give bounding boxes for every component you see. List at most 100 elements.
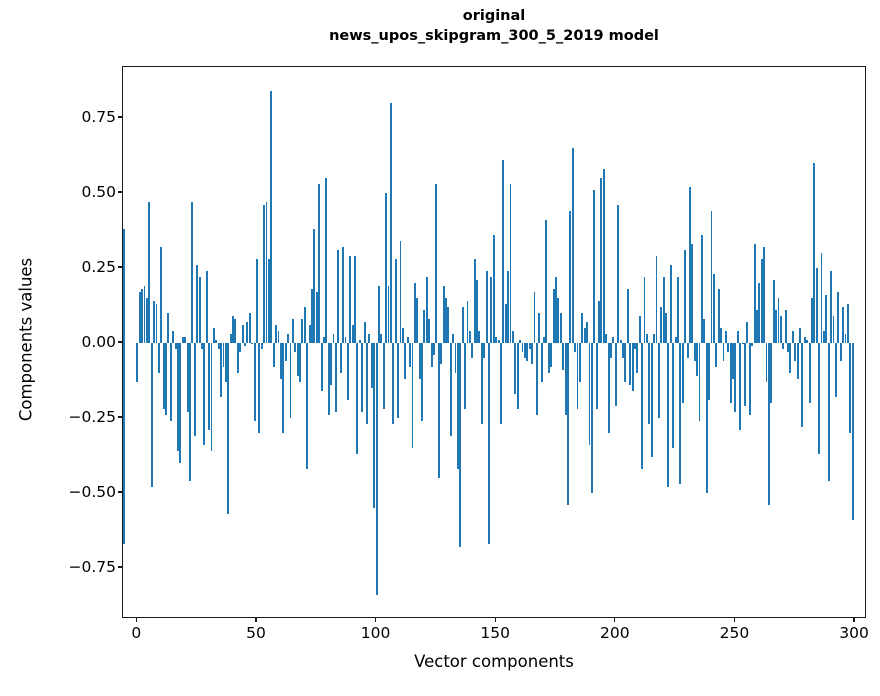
bar — [476, 280, 478, 343]
bar — [815, 268, 818, 343]
bar — [251, 343, 254, 344]
chart-title-line-2: news_upos_skipgram_300_5_2019 model — [329, 28, 659, 44]
bar — [406, 337, 409, 343]
bar — [770, 343, 773, 403]
bar — [674, 337, 677, 343]
bar — [504, 304, 507, 343]
bar — [531, 343, 534, 364]
bar — [160, 247, 163, 343]
bar — [215, 340, 218, 343]
y-tick-label: 0.50 — [81, 183, 116, 201]
bar — [724, 331, 727, 343]
bar — [169, 343, 172, 421]
bar — [389, 103, 392, 343]
bar — [232, 316, 234, 343]
bar — [514, 343, 517, 394]
bar — [705, 343, 708, 493]
bar — [150, 343, 153, 487]
bar — [165, 343, 167, 415]
bar — [827, 343, 830, 481]
bar — [581, 313, 584, 343]
bar — [325, 178, 328, 343]
bar — [545, 220, 548, 343]
bar — [500, 343, 502, 424]
bar — [327, 343, 330, 415]
x-tick-label: 200 — [600, 624, 630, 642]
bar — [435, 184, 438, 343]
y-tick-label: −0.75 — [68, 558, 117, 576]
bar — [633, 343, 636, 349]
bar — [236, 343, 239, 373]
bar — [586, 322, 589, 343]
bar — [239, 343, 242, 352]
bar — [540, 343, 543, 382]
bar — [571, 148, 574, 343]
bar — [282, 343, 285, 433]
bar — [382, 343, 385, 409]
bar — [576, 343, 579, 409]
bar — [375, 343, 378, 595]
bar — [602, 169, 605, 343]
bar — [330, 343, 333, 385]
bar — [732, 343, 734, 379]
bar — [787, 343, 789, 352]
x-tick-label: 250 — [719, 624, 750, 642]
y-tick-label: −0.25 — [68, 408, 117, 426]
bar — [200, 343, 203, 349]
bar — [767, 343, 770, 505]
bar — [401, 328, 404, 343]
bar — [492, 235, 495, 343]
y-tick-mark — [117, 116, 122, 118]
bar — [526, 343, 529, 361]
bar — [246, 322, 249, 343]
bar — [784, 310, 787, 343]
y-tick-mark — [117, 566, 122, 568]
bar — [648, 343, 651, 424]
bar — [746, 322, 749, 343]
bar — [445, 298, 447, 343]
bar — [354, 256, 356, 343]
bar — [196, 265, 199, 343]
bar — [148, 202, 151, 343]
bar — [442, 286, 445, 343]
bar — [753, 244, 756, 343]
bar — [662, 277, 665, 343]
bar — [590, 343, 593, 493]
bar — [535, 343, 538, 415]
bar — [588, 343, 591, 445]
bar — [155, 304, 158, 343]
bar — [521, 343, 524, 352]
bar — [643, 277, 646, 343]
bar — [679, 343, 682, 484]
bar — [404, 343, 407, 379]
bar — [677, 277, 679, 343]
bar — [303, 307, 306, 343]
bar — [717, 289, 720, 343]
y-tick-mark — [117, 266, 122, 268]
bar — [605, 334, 608, 343]
bar — [507, 271, 510, 343]
bar — [844, 334, 847, 343]
bar — [456, 343, 459, 469]
bar — [212, 328, 215, 343]
bar — [356, 343, 359, 454]
chart-title: original news_upos_skipgram_300_5_2019 m… — [122, 6, 866, 46]
bar — [123, 343, 125, 373]
bar — [291, 319, 294, 343]
bar — [452, 334, 455, 343]
bar — [624, 343, 627, 382]
bar — [277, 331, 280, 343]
bar — [397, 343, 400, 418]
bar — [777, 298, 780, 343]
x-tick-label: 100 — [360, 624, 391, 642]
bar — [693, 343, 696, 361]
bar — [299, 343, 301, 382]
bar — [799, 328, 801, 343]
bar — [186, 343, 189, 412]
bar-series-original — [123, 67, 865, 617]
bar — [641, 343, 644, 469]
bar — [279, 343, 282, 379]
bar — [181, 337, 184, 343]
bar — [123, 343, 125, 544]
bar — [222, 343, 225, 367]
